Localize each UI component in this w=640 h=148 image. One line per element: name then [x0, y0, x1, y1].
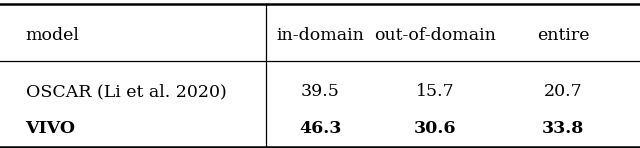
Text: 15.7: 15.7 [416, 83, 454, 100]
Text: 20.7: 20.7 [544, 83, 582, 100]
Text: out-of-domain: out-of-domain [374, 27, 496, 44]
Text: 33.8: 33.8 [542, 120, 584, 137]
Text: OSCAR (Li et al. 2020): OSCAR (Li et al. 2020) [26, 83, 227, 100]
Text: in-domain: in-domain [276, 27, 364, 44]
Text: model: model [26, 27, 79, 44]
Text: 39.5: 39.5 [301, 83, 339, 100]
Text: entire: entire [537, 27, 589, 44]
Text: 30.6: 30.6 [414, 120, 456, 137]
Text: 46.3: 46.3 [299, 120, 341, 137]
Text: VIVO: VIVO [26, 120, 76, 137]
